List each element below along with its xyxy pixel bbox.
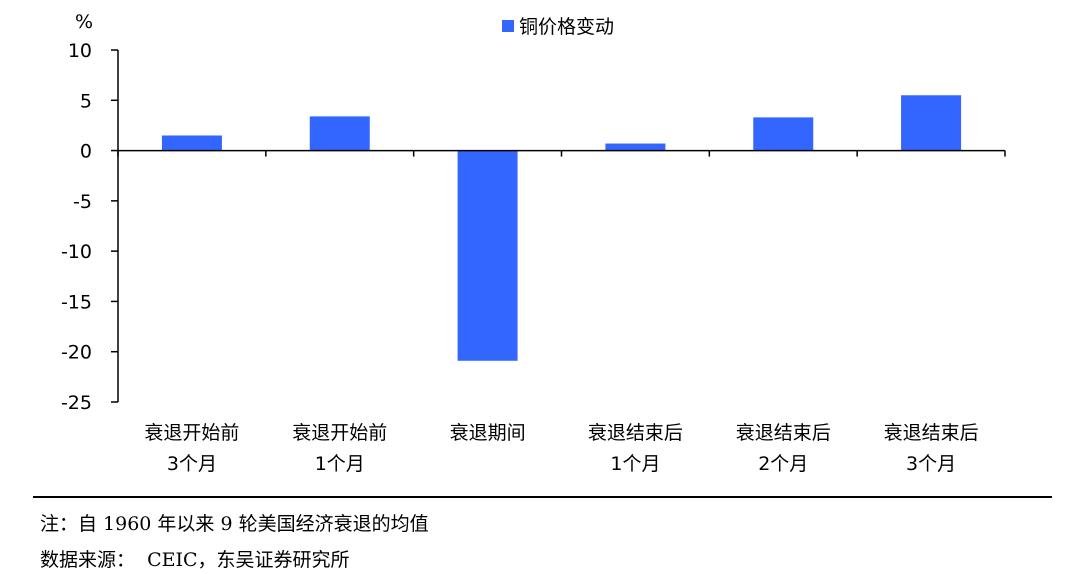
footer-divider	[33, 496, 1052, 498]
y-tick-label: 5	[80, 90, 92, 112]
y-tick-label: -10	[61, 241, 92, 263]
category-label: 衰退开始前	[292, 422, 387, 444]
y-tick-label: 10	[68, 40, 92, 62]
bar	[457, 150, 518, 361]
data-source: 数据来源： CEIC，东吴证券研究所	[40, 549, 350, 571]
bar	[901, 95, 962, 151]
bar	[605, 143, 666, 151]
x-axis	[117, 149, 1006, 157]
y-tick-label: -15	[61, 291, 92, 313]
bar	[161, 135, 222, 151]
category-label: 2个月	[758, 453, 808, 475]
legend-swatch	[502, 20, 514, 32]
y-tick-label: 0	[80, 141, 92, 163]
y-axis: 10 5 0 -5 -10 -15 -20 -25	[61, 40, 119, 414]
y-axis-unit-label: %	[75, 11, 93, 33]
chart-note: 注：自 1960 年以来 9 轮美国经济衰退的均值	[40, 513, 429, 535]
category-label: 衰退结束后	[884, 422, 979, 444]
category-labels: 衰退开始前 3个月 衰退开始前 1个月 衰退期间 衰退结束后 1个月 衰退结束后 2个月 衰退结束…	[144, 422, 978, 475]
category-label: 3个月	[167, 453, 217, 475]
legend-label: 铜价格变动	[519, 16, 614, 38]
category-label: 1个月	[315, 453, 365, 475]
y-tick-label: -5	[73, 191, 92, 213]
category-label: 衰退结束后	[736, 422, 831, 444]
y-tick-label: -20	[61, 342, 92, 364]
category-label: 衰退结束后	[588, 422, 683, 444]
legend: 铜价格变动	[502, 16, 614, 38]
category-label: 衰退开始前	[144, 422, 239, 444]
category-label: 1个月	[610, 453, 660, 475]
bars	[161, 95, 962, 361]
category-label: 衰退期间	[450, 422, 526, 444]
bar	[309, 116, 370, 151]
bar	[753, 117, 814, 151]
category-label: 3个月	[906, 453, 956, 475]
y-tick-label: -25	[61, 392, 92, 414]
